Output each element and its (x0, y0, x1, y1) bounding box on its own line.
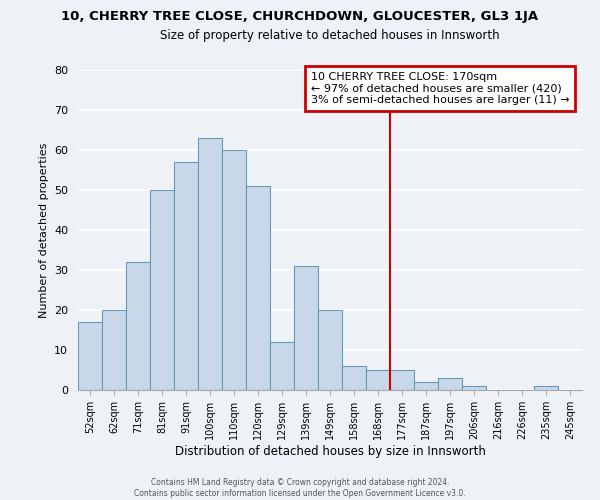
Text: 10 CHERRY TREE CLOSE: 170sqm
← 97% of detached houses are smaller (420)
3% of se: 10 CHERRY TREE CLOSE: 170sqm ← 97% of de… (311, 72, 569, 105)
Bar (198, 138, 222, 390)
Bar (270, 342, 294, 390)
Bar (462, 386, 486, 390)
Bar (318, 310, 342, 390)
Bar (342, 366, 366, 390)
Bar (78, 322, 102, 390)
Bar (534, 386, 558, 390)
Bar (126, 262, 150, 390)
Bar (414, 382, 438, 390)
Bar (246, 186, 270, 390)
Title: Size of property relative to detached houses in Innsworth: Size of property relative to detached ho… (160, 30, 500, 43)
Y-axis label: Number of detached properties: Number of detached properties (38, 142, 49, 318)
Bar (438, 378, 462, 390)
Bar (390, 370, 414, 390)
Bar (366, 370, 390, 390)
Bar (222, 150, 246, 390)
Bar (174, 162, 198, 390)
Text: 10, CHERRY TREE CLOSE, CHURCHDOWN, GLOUCESTER, GL3 1JA: 10, CHERRY TREE CLOSE, CHURCHDOWN, GLOUC… (61, 10, 539, 23)
Text: Contains HM Land Registry data © Crown copyright and database right 2024.
Contai: Contains HM Land Registry data © Crown c… (134, 478, 466, 498)
Bar (294, 266, 318, 390)
Bar (102, 310, 126, 390)
Bar (150, 190, 174, 390)
X-axis label: Distribution of detached houses by size in Innsworth: Distribution of detached houses by size … (175, 444, 485, 458)
